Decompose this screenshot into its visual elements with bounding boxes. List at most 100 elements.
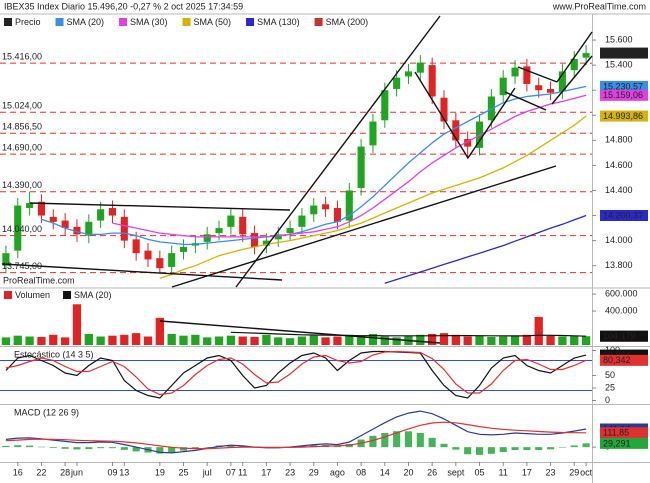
x-tick-label: jun	[70, 467, 83, 477]
series-line	[5, 350, 587, 396]
trendline	[517, 66, 558, 83]
series-line	[112, 94, 587, 238]
candle-body	[262, 240, 270, 246]
candle-body	[582, 53, 590, 58]
candle-body	[227, 215, 235, 227]
volume-bar	[416, 334, 425, 345]
trendline	[159, 320, 441, 344]
level-label: 15.416,00	[2, 52, 42, 62]
candle-body	[239, 216, 247, 235]
volume-bar	[226, 335, 236, 345]
x-tick-label: 28	[60, 467, 70, 477]
histogram-bar	[404, 431, 413, 448]
histogram-bar	[416, 433, 424, 448]
histogram-bar	[49, 447, 57, 448]
y-tick-label: 14.000	[605, 235, 633, 245]
data-layer	[0, 39, 596, 466]
candle-body	[452, 120, 460, 141]
candle-body	[203, 234, 211, 242]
value-box-label: 14.200,37	[603, 210, 643, 220]
histogram-bar	[179, 447, 188, 451]
level-label: 14.690,00	[2, 143, 42, 153]
candle-body	[85, 221, 93, 236]
candle-body	[404, 71, 413, 77]
volume-bar	[49, 334, 58, 345]
histogram-bar	[203, 447, 211, 448]
x-tick-label: 23	[285, 467, 295, 477]
legend-swatch	[4, 18, 12, 26]
level-label: 15.024,00	[2, 101, 42, 111]
candle-body	[215, 228, 223, 234]
histogram-bar	[132, 447, 140, 452]
volume-bar	[510, 336, 520, 345]
volume-bar	[274, 337, 283, 345]
histogram-bar	[499, 447, 507, 453]
volume-bar	[167, 333, 176, 345]
volume-bar	[60, 337, 70, 345]
y-tick-label: 13.800	[605, 260, 633, 270]
candle-body	[333, 208, 341, 222]
histogram-bar	[535, 447, 543, 450]
value-box	[600, 210, 648, 222]
value-box	[600, 80, 648, 92]
legend-label: Volumen	[15, 290, 50, 300]
level-label: 14.856,50	[2, 122, 42, 132]
legend-swatch	[182, 18, 191, 26]
histogram-bar	[570, 445, 578, 448]
volume-bar	[333, 336, 342, 345]
volume-bar	[558, 336, 567, 345]
candle-body	[14, 205, 22, 251]
legend-label: SMA (50)	[194, 17, 232, 27]
volume-bar	[463, 336, 472, 345]
histogram-bar	[227, 444, 235, 448]
candle-body	[416, 62, 424, 73]
candle-body	[570, 58, 578, 71]
histogram-bar	[73, 447, 81, 450]
candle-body	[251, 233, 259, 247]
volume-bar	[297, 336, 307, 345]
legend-label: Precio	[15, 17, 41, 27]
chart-title: IBEX35 Index Diario 15.496,20 -0,27 % 2 …	[4, 1, 243, 11]
value-box	[600, 110, 648, 122]
candle-body	[179, 246, 188, 252]
legend-label: SMA (20)	[74, 290, 112, 300]
y-tick-label: 15.600	[605, 34, 633, 44]
candle-body	[523, 66, 531, 84]
volume-bar	[356, 335, 366, 345]
value-box-label: 15.496,20	[603, 48, 643, 58]
trendlines	[1, 15, 593, 344]
panel-title: MACD (12 26 9)	[14, 407, 79, 417]
x-tick-label: 29	[569, 467, 579, 477]
volume-bar	[203, 337, 212, 345]
trendline	[556, 31, 593, 83]
candle-body	[393, 77, 401, 89]
label-layer: IBEX35 Index Diario 15.496,20 -0,27 % 2 …	[2, 1, 648, 477]
candle-body	[168, 253, 176, 267]
candle-body	[345, 190, 353, 221]
candle-body	[440, 97, 448, 122]
legend-swatch	[63, 291, 72, 299]
value-box-label: 15.159,06	[603, 90, 643, 100]
volume-bar	[238, 336, 247, 345]
x-tick-label: 17	[261, 467, 271, 477]
volume-bar	[143, 336, 153, 345]
volume-bar	[392, 337, 401, 345]
y-tick-label: 600.000	[605, 288, 638, 298]
watermark: ProRealTime.com	[3, 275, 75, 285]
legend-swatch	[4, 291, 12, 299]
series-line	[5, 421, 587, 450]
panel-title: Estocástico (14 3 5)	[14, 349, 94, 359]
histogram-bar	[108, 447, 117, 449]
value-box	[600, 437, 648, 449]
y-tick-label: 14.600	[605, 160, 633, 170]
histogram-bar	[168, 447, 176, 453]
trendline	[467, 87, 516, 159]
histogram-bar	[26, 445, 34, 448]
volume-bar	[428, 333, 437, 345]
series-line	[5, 410, 587, 454]
histogram-bar	[393, 431, 401, 448]
legend-label: SMA (200)	[326, 17, 369, 27]
candle-body	[49, 216, 57, 222]
volume-bar	[321, 337, 330, 345]
trendline	[551, 55, 593, 105]
